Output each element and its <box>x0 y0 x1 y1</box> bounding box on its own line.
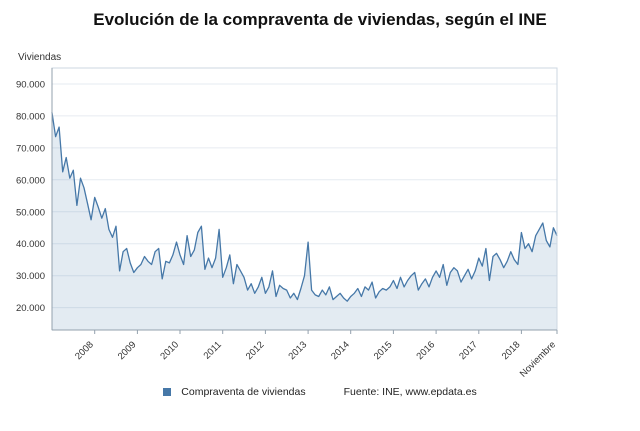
svg-text:2010: 2010 <box>158 339 181 362</box>
svg-text:60.000: 60.000 <box>16 175 45 186</box>
svg-text:30.000: 30.000 <box>16 271 45 282</box>
svg-text:20.000: 20.000 <box>16 303 45 314</box>
svg-text:2008: 2008 <box>73 339 96 362</box>
svg-text:80.000: 80.000 <box>16 111 45 122</box>
legend-row: Compraventa de viviendas Fuente: INE, ww… <box>0 386 640 398</box>
svg-text:2015: 2015 <box>372 339 395 362</box>
svg-text:2014: 2014 <box>329 339 352 362</box>
svg-text:90.000: 90.000 <box>16 80 45 91</box>
svg-text:40.000: 40.000 <box>16 239 45 250</box>
legend-swatch <box>163 388 172 396</box>
source-text: Fuente: INE, www.epdata.es <box>343 386 477 398</box>
legend-label: Compraventa de viviendas <box>181 386 306 398</box>
chart-title: Evolución de la compraventa de viviendas… <box>93 10 547 29</box>
svg-text:2017: 2017 <box>457 339 480 362</box>
svg-text:2013: 2013 <box>286 339 309 362</box>
svg-text:2011: 2011 <box>202 339 224 361</box>
svg-text:2018: 2018 <box>500 339 523 362</box>
svg-text:50.000: 50.000 <box>16 207 45 218</box>
svg-text:70.000: 70.000 <box>16 143 45 154</box>
svg-text:2009: 2009 <box>116 339 139 362</box>
svg-text:2016: 2016 <box>414 339 437 362</box>
svg-text:Noviembre: Noviembre <box>518 339 558 379</box>
y-axis-title: Viviendas <box>18 52 62 63</box>
svg-text:2012: 2012 <box>244 339 267 362</box>
